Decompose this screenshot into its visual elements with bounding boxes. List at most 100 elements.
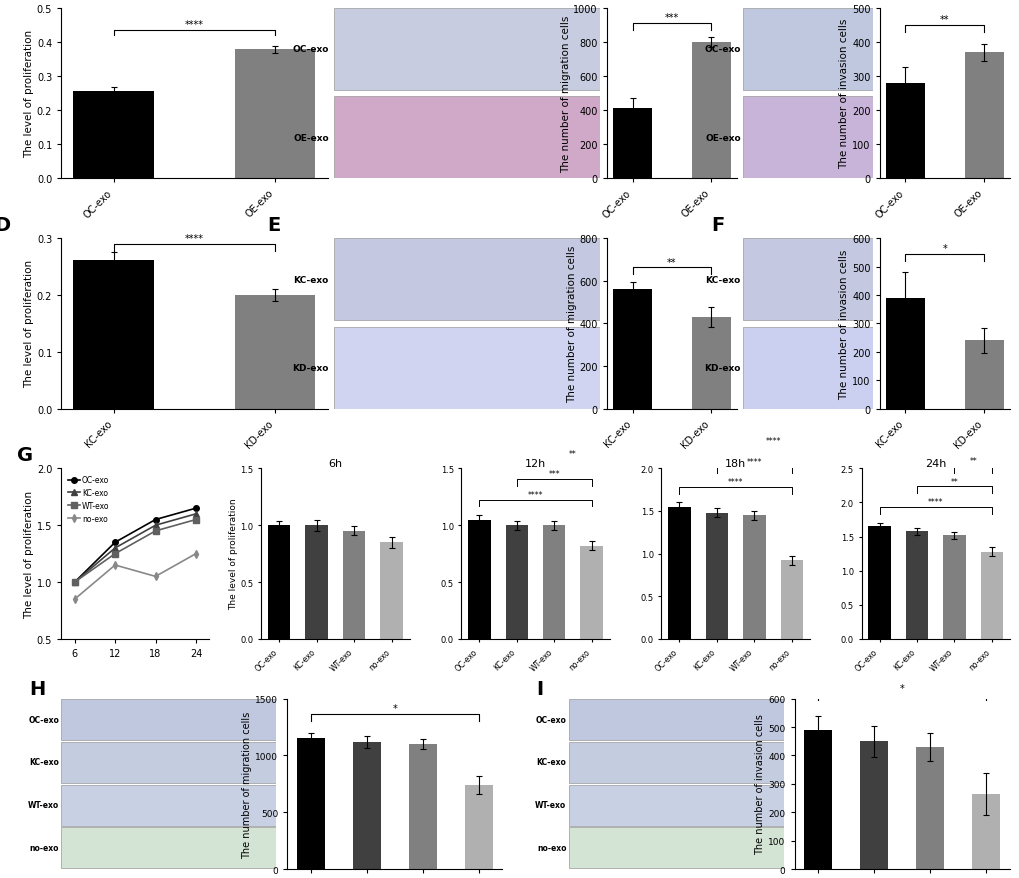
Bar <box>61 742 276 783</box>
Text: OE-exo: OE-exo <box>704 133 740 143</box>
Bar <box>568 742 783 783</box>
KC-exo <box>149 521 161 531</box>
Y-axis label: The level of proliferation: The level of proliferation <box>228 498 237 609</box>
Y-axis label: The number of migration cells: The number of migration cells <box>243 710 252 858</box>
Text: OC-exo: OC-exo <box>535 715 566 723</box>
Bar <box>568 785 783 826</box>
Title: 24h: 24h <box>924 458 946 468</box>
Text: KD-exo: KD-exo <box>704 363 740 373</box>
Bar <box>612 109 651 179</box>
WT-exo <box>68 577 81 587</box>
Text: WT-exo: WT-exo <box>535 800 566 809</box>
no-exo <box>109 560 121 571</box>
Y-axis label: The number of invasion cells: The number of invasion cells <box>839 18 849 169</box>
Text: H: H <box>29 679 45 698</box>
Bar <box>580 546 602 639</box>
Text: **: ** <box>569 450 576 458</box>
Text: ****: **** <box>728 478 743 487</box>
Bar <box>305 526 327 639</box>
Y-axis label: The level of proliferation: The level of proliferation <box>24 490 34 618</box>
Bar <box>334 97 600 179</box>
Bar <box>73 261 154 409</box>
Text: E: E <box>267 215 280 234</box>
Legend: OC-exo, KC-exo, WT-exo, no-exo: OC-exo, KC-exo, WT-exo, no-exo <box>65 472 112 526</box>
Bar <box>804 730 832 869</box>
Text: B: B <box>267 0 282 4</box>
Text: **: ** <box>968 457 976 465</box>
Text: ****: **** <box>764 437 780 446</box>
Text: F: F <box>710 215 723 234</box>
Text: KC-exo: KC-exo <box>30 758 59 766</box>
Text: OC-exo: OC-exo <box>29 715 59 723</box>
Bar <box>691 43 731 179</box>
Bar <box>342 531 365 639</box>
no-exo <box>68 594 81 605</box>
Text: OC-exo: OC-exo <box>292 45 328 54</box>
Text: KC-exo: KC-exo <box>536 758 566 766</box>
Y-axis label: The number of migration cells: The number of migration cells <box>567 245 576 403</box>
WT-exo <box>190 515 202 525</box>
Bar <box>867 527 890 639</box>
Text: ****: **** <box>527 491 543 500</box>
Bar <box>780 561 802 639</box>
no-exo <box>190 549 202 559</box>
KC-exo <box>190 509 202 520</box>
Bar <box>915 747 944 869</box>
Text: ***: *** <box>664 13 679 24</box>
Bar <box>943 536 965 639</box>
Y-axis label: The number of invasion cells: The number of invasion cells <box>839 248 849 399</box>
Bar <box>409 745 436 869</box>
Bar <box>905 531 927 639</box>
Bar <box>297 738 325 869</box>
Bar <box>691 318 731 409</box>
OC-exo <box>190 503 202 514</box>
Bar <box>334 9 600 90</box>
Bar <box>743 239 872 320</box>
Text: **: ** <box>666 257 676 268</box>
OC-exo <box>149 515 161 525</box>
WT-exo <box>149 526 161 536</box>
Bar <box>234 50 315 179</box>
Text: OC-exo: OC-exo <box>704 45 740 54</box>
Bar <box>61 827 276 868</box>
Text: ****: **** <box>184 20 204 31</box>
Text: G: G <box>16 445 33 464</box>
Line: KC-exo: KC-exo <box>71 512 199 585</box>
Bar <box>705 513 728 639</box>
Bar <box>971 794 999 869</box>
Text: I: I <box>536 679 543 698</box>
Bar <box>334 327 600 409</box>
Text: ****: **** <box>184 234 204 244</box>
Bar <box>979 552 1002 639</box>
Text: WT-exo: WT-exo <box>28 800 59 809</box>
Bar <box>612 290 651 409</box>
OC-exo <box>109 537 121 548</box>
Bar <box>667 507 690 639</box>
Bar <box>234 296 315 409</box>
Bar <box>268 526 290 639</box>
Text: **: ** <box>950 478 957 486</box>
KC-exo <box>68 577 81 587</box>
Bar <box>465 785 492 869</box>
Bar <box>61 785 276 826</box>
Bar <box>859 741 888 869</box>
Bar <box>884 299 924 409</box>
Text: *: * <box>899 683 904 693</box>
Bar <box>743 327 872 409</box>
Bar <box>505 526 528 639</box>
Text: ***: *** <box>548 470 559 479</box>
Y-axis label: The level of proliferation: The level of proliferation <box>24 30 34 158</box>
Bar <box>568 700 783 740</box>
Line: WT-exo: WT-exo <box>71 517 199 585</box>
Line: OC-exo: OC-exo <box>71 506 199 585</box>
Bar <box>964 53 1003 179</box>
Text: A: A <box>0 0 10 4</box>
Text: ****: **** <box>927 498 943 507</box>
Bar <box>380 543 403 639</box>
Bar <box>73 92 154 179</box>
Line: no-exo: no-exo <box>71 551 199 602</box>
Bar <box>353 742 380 869</box>
Text: KC-exo: KC-exo <box>705 275 740 284</box>
Title: 12h: 12h <box>525 458 545 468</box>
Text: no-exo: no-exo <box>536 843 566 852</box>
